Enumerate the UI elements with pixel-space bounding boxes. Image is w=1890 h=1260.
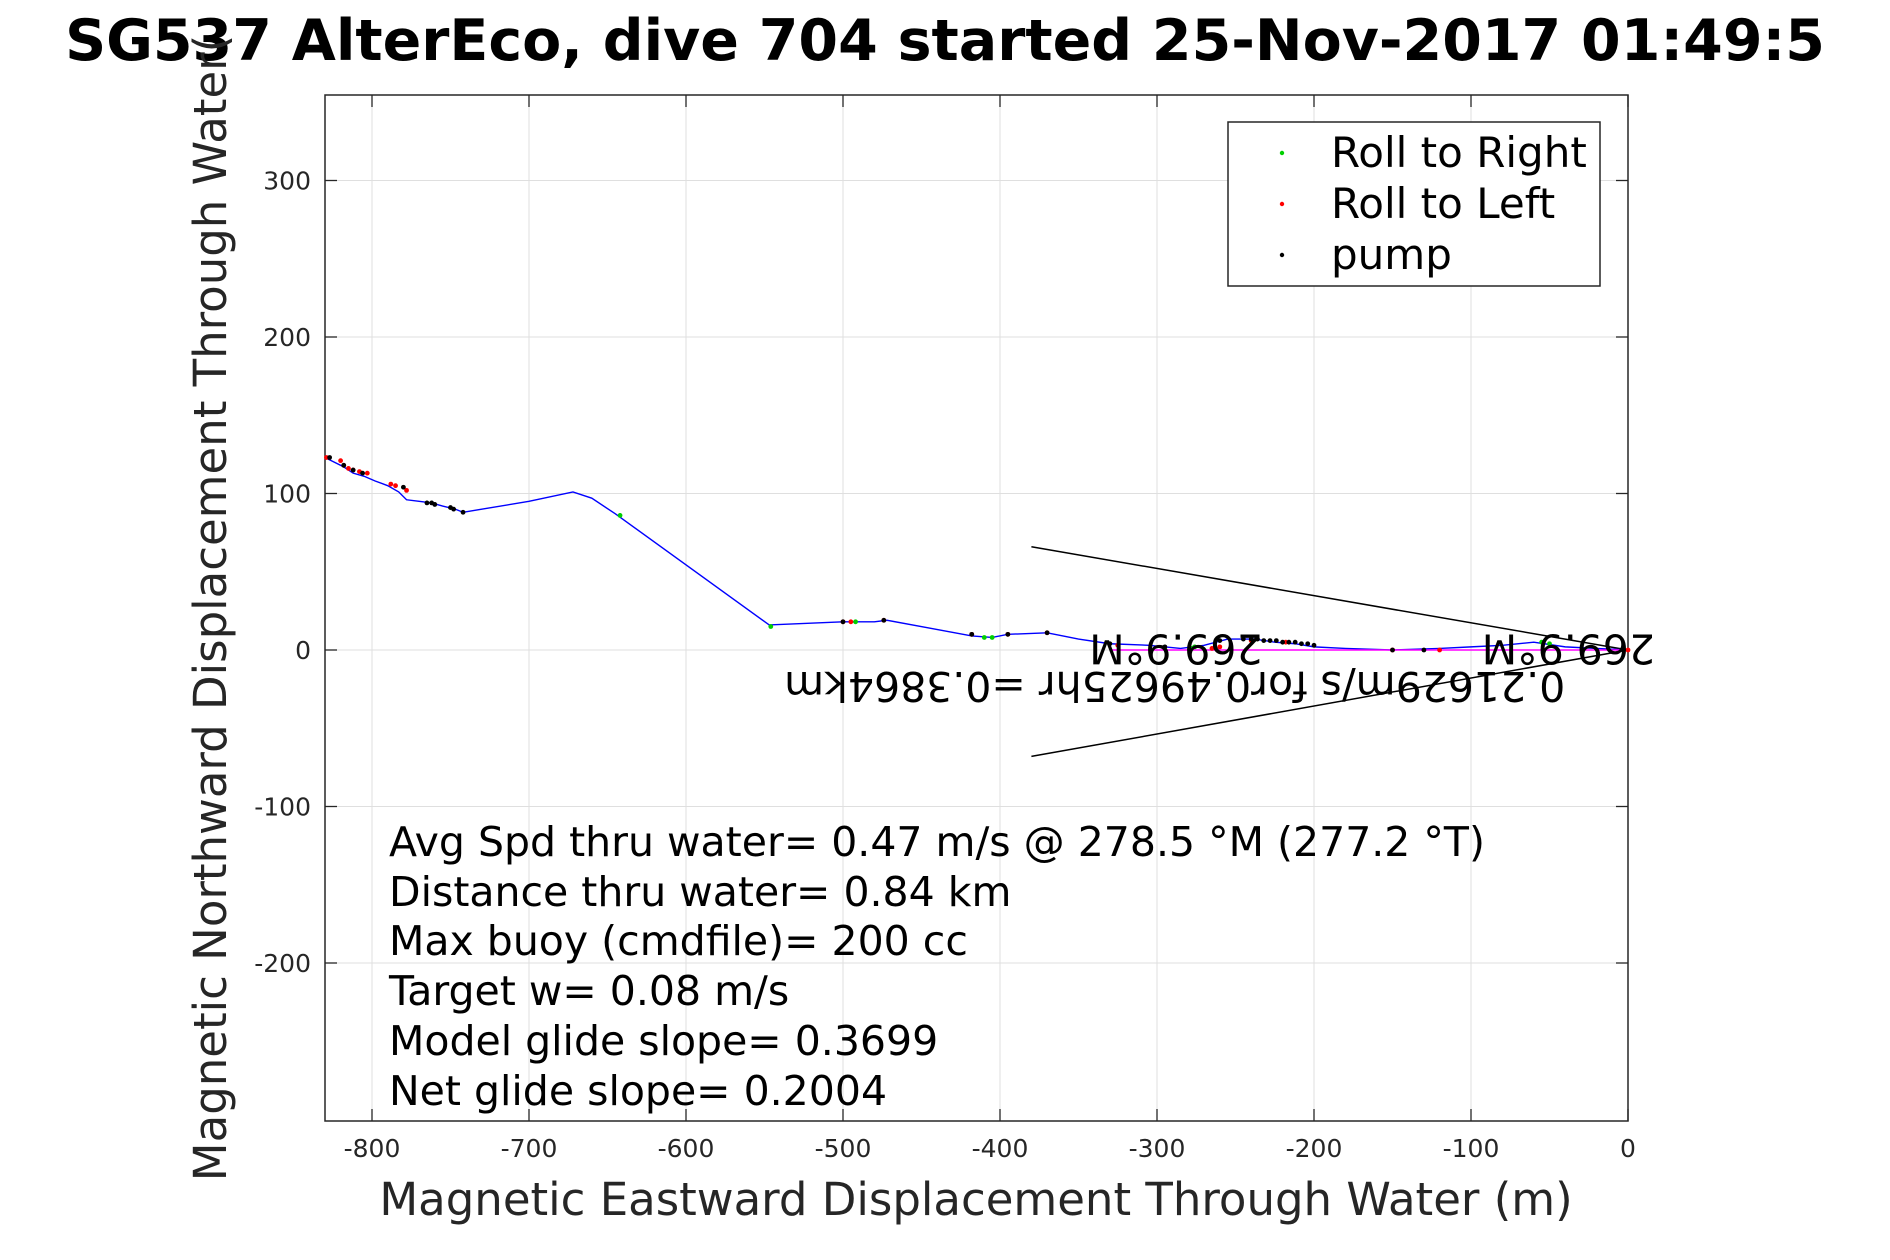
pump-point xyxy=(1299,641,1304,647)
x-tick-label: -400 xyxy=(972,1134,1029,1163)
roll-right-point xyxy=(1192,644,1198,650)
legend-marker-roll-right xyxy=(1279,150,1285,156)
x-tick-label: -600 xyxy=(658,1134,715,1163)
pump-point xyxy=(1005,631,1011,637)
x-tick-label: -300 xyxy=(1129,1134,1186,1163)
x-tick-label: -800 xyxy=(344,1134,401,1163)
roll-left-point xyxy=(404,487,409,493)
heading-label-1: 269.9°M xyxy=(1089,624,1262,672)
legend-marker-pump xyxy=(1279,252,1285,258)
pump-point xyxy=(424,500,430,506)
heading-line-2 xyxy=(1031,649,1629,758)
y-tick-label: 200 xyxy=(263,323,311,352)
pump-point xyxy=(401,484,406,490)
x-axis-label: Magnetic Eastward Displacement Through W… xyxy=(379,1173,1572,1226)
axes-box xyxy=(324,94,1629,1122)
heading-label-2: 269.9°M xyxy=(1482,624,1655,672)
pump-point xyxy=(969,631,975,637)
pump-point xyxy=(432,502,438,507)
roll-right-point xyxy=(989,635,995,640)
roll-left-point xyxy=(346,466,351,471)
roll-left-point xyxy=(1217,644,1223,650)
x-tick-label: 0 xyxy=(1620,1134,1636,1163)
roll-left-point xyxy=(364,470,370,476)
roll-left-point xyxy=(393,483,398,489)
roll-right-point xyxy=(1539,639,1545,645)
y-tick-label: 0 xyxy=(295,636,311,665)
x-tick-label: -500 xyxy=(815,1134,872,1163)
pump-point xyxy=(1292,639,1298,645)
track-line xyxy=(324,456,1629,651)
pump-point xyxy=(1044,630,1050,636)
legend-label-pump: pump xyxy=(1331,230,1452,279)
x-tick-label: -700 xyxy=(501,1134,558,1163)
legend-box xyxy=(1227,121,1601,287)
pump-point xyxy=(350,467,356,473)
pump-point xyxy=(881,617,887,623)
roll-right-point xyxy=(853,619,858,625)
y-tick-label: 100 xyxy=(263,480,311,509)
pump-point xyxy=(1286,639,1292,645)
legend-label-roll-right: Roll to Right xyxy=(1331,128,1587,177)
pump-point xyxy=(1261,638,1267,644)
axes-frame xyxy=(324,94,1629,1122)
y-axis-ticks: -200 -100 0 100 200 300 xyxy=(254,167,1628,978)
roll-left-point xyxy=(848,619,854,625)
roll-right-point xyxy=(981,635,987,640)
pump-point xyxy=(1107,641,1113,647)
roll-left-point xyxy=(1625,647,1631,653)
pump-point xyxy=(1255,636,1260,642)
pump-point xyxy=(460,509,466,515)
stat-distance: Distance thru water= 0.84 km xyxy=(389,868,1011,916)
pump-point xyxy=(840,619,846,625)
pump-point xyxy=(1217,638,1223,644)
pump-point xyxy=(451,506,457,512)
pump-point xyxy=(1240,636,1246,642)
roll-left-point xyxy=(338,458,343,464)
roll-left-point xyxy=(1209,646,1215,651)
roll-right-point xyxy=(1547,641,1552,647)
roll-right-point xyxy=(768,624,774,629)
stat-model-glide: Model glide slope= 0.3699 xyxy=(389,1017,938,1065)
pump-point xyxy=(341,462,347,468)
stats-block: Avg Spd thru water= 0.47 m/s @ 278.5 °M … xyxy=(388,818,1485,1115)
legend: Roll to Right Roll to Left pump xyxy=(1227,121,1601,287)
roll-left-point xyxy=(1115,642,1121,648)
stat-target-w: Target w= 0.08 m/s xyxy=(388,967,789,1015)
pump-point xyxy=(1273,638,1279,644)
roll-right-point xyxy=(617,513,623,518)
legend-marker-roll-left xyxy=(1279,201,1285,207)
x-tick-label: -200 xyxy=(1286,1134,1343,1163)
legend-label-roll-left: Roll to Left xyxy=(1331,179,1555,228)
pump-point xyxy=(1421,647,1427,653)
y-tick-label: 300 xyxy=(263,167,311,196)
heading-line-1 xyxy=(1031,545,1629,651)
pump-point xyxy=(1305,641,1311,647)
pump-point xyxy=(1390,647,1395,653)
pump-point xyxy=(1248,636,1254,642)
y-tick-label: -100 xyxy=(254,793,311,822)
x-axis-ticks: -800 -700 -600 -500 -400 -300 -200 -100 0 xyxy=(344,95,1636,1163)
current-label: 0.21629m/s for0.49625hr =0.3864km xyxy=(784,662,1565,710)
roll-left-point xyxy=(1437,647,1442,653)
stat-max-buoy: Max buoy (cmdfile)= 200 cc xyxy=(389,917,968,965)
chart-title: SG537 AlterEco, dive 704 started 25-Nov-… xyxy=(65,8,1825,74)
pump-point xyxy=(1311,642,1317,648)
stat-avg-speed: Avg Spd thru water= 0.47 m/s @ 278.5 °M … xyxy=(389,818,1485,866)
roll-left-point xyxy=(388,481,394,487)
pump-point xyxy=(327,455,333,460)
y-tick-label: -200 xyxy=(254,949,311,978)
pump-point xyxy=(1280,639,1285,645)
x-tick-label: -100 xyxy=(1443,1134,1500,1163)
pump-point xyxy=(360,470,365,476)
series-layer xyxy=(324,455,1631,758)
stat-net-glide: Net glide slope= 0.2004 xyxy=(389,1067,887,1115)
heading-annotations: 269.9°M 269.9°M 0.21629m/s for0.49625hr … xyxy=(784,624,1655,710)
pump-point xyxy=(1162,644,1168,650)
y-axis-label: Magnetic Northward Displacement Through … xyxy=(184,35,237,1181)
pump-point xyxy=(1267,638,1273,644)
grid-lines xyxy=(325,95,1629,1121)
